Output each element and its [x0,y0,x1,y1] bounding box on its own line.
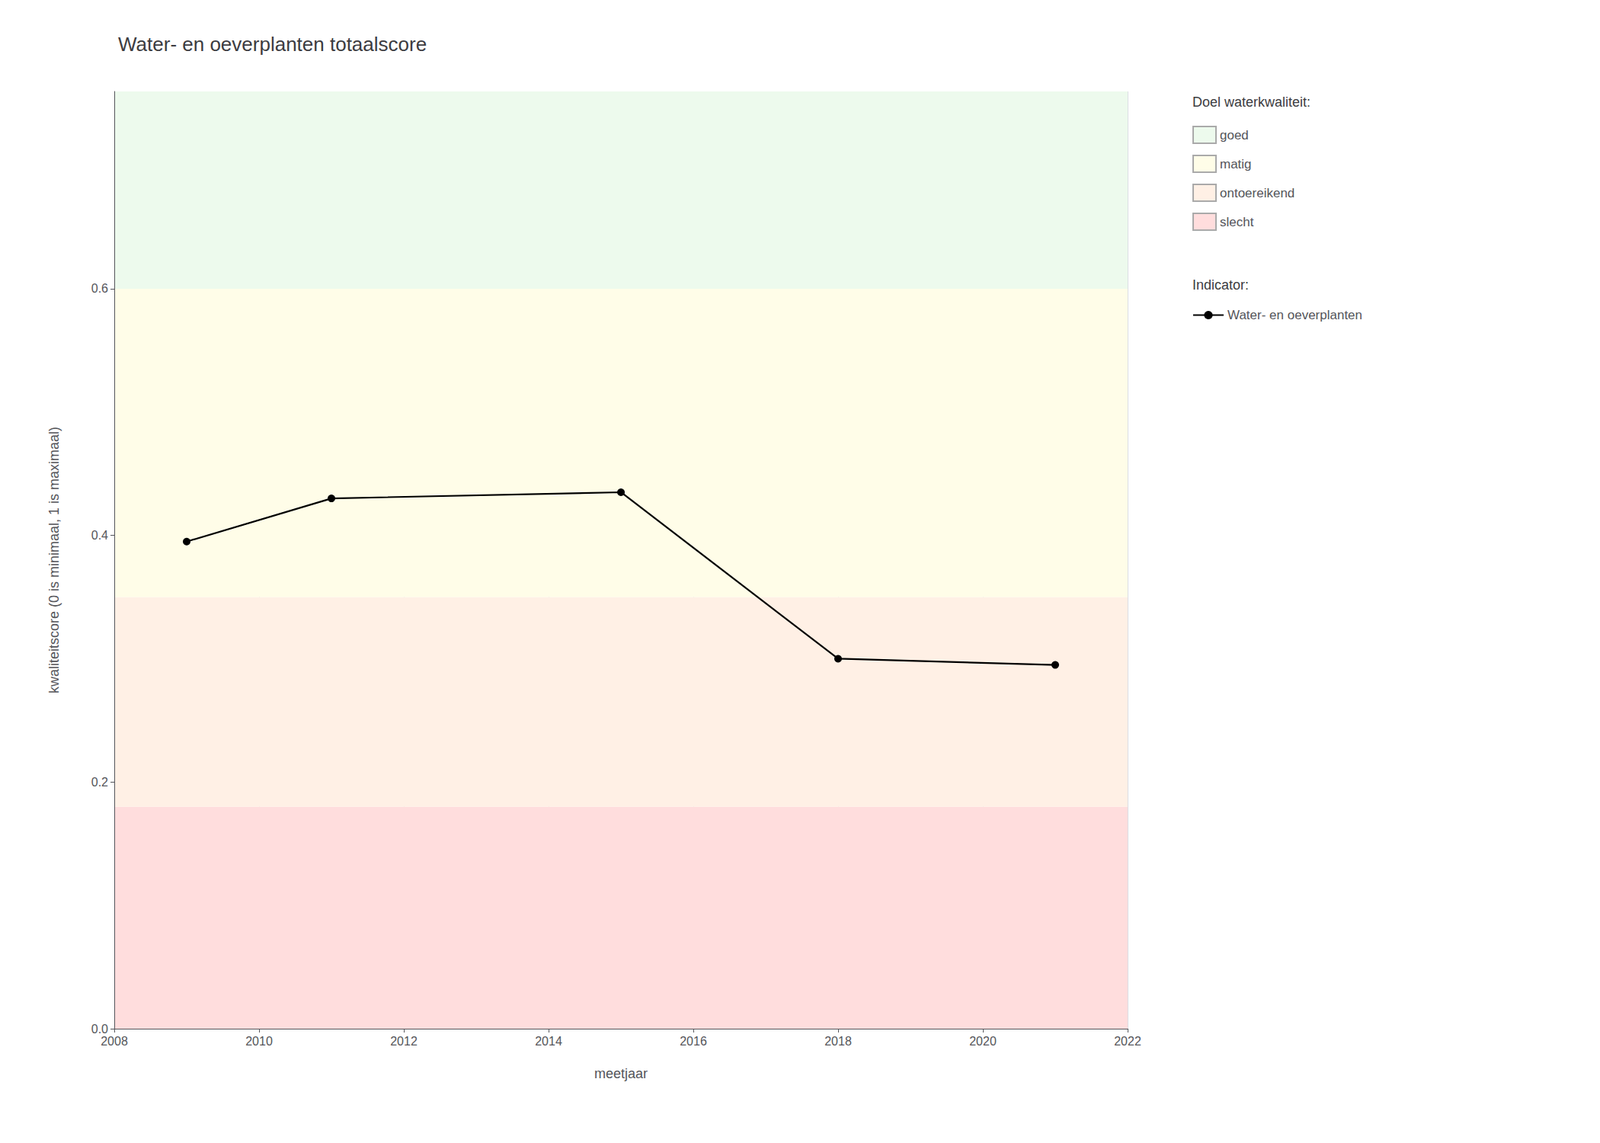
svg-text:0.2: 0.2 [91,775,109,789]
svg-text:2014: 2014 [534,1034,563,1048]
svg-text:0.6: 0.6 [91,281,109,295]
svg-text:Water- en oeverplanten totaals: Water- en oeverplanten totaalscore [118,32,427,56]
svg-text:2016: 2016 [679,1034,708,1048]
svg-text:2018: 2018 [824,1034,852,1048]
svg-text:2012: 2012 [390,1034,418,1048]
svg-text:0.0: 0.0 [91,1022,109,1036]
svg-text:meetjaar: meetjaar [594,1065,648,1082]
svg-text:2020: 2020 [969,1034,997,1048]
svg-text:2022: 2022 [1113,1034,1142,1048]
svg-text:ontoereikend: ontoereikend [1219,185,1295,201]
svg-text:2010: 2010 [245,1034,273,1048]
svg-text:goed: goed [1219,128,1249,143]
svg-text:0.4: 0.4 [91,528,109,542]
svg-text:2008: 2008 [100,1034,128,1048]
svg-text:kwaliteitscore (0 is minimaal,: kwaliteitscore (0 is minimaal, 1 is maxi… [46,426,62,694]
svg-text:Indicator:: Indicator: [1192,277,1249,293]
svg-text:Doel waterkwaliteit:: Doel waterkwaliteit: [1192,94,1311,110]
svg-text:slecht: slecht [1219,214,1255,230]
svg-text:matig: matig [1219,156,1252,172]
svg-text:Water- en oeverplanten: Water- en oeverplanten [1227,307,1363,323]
